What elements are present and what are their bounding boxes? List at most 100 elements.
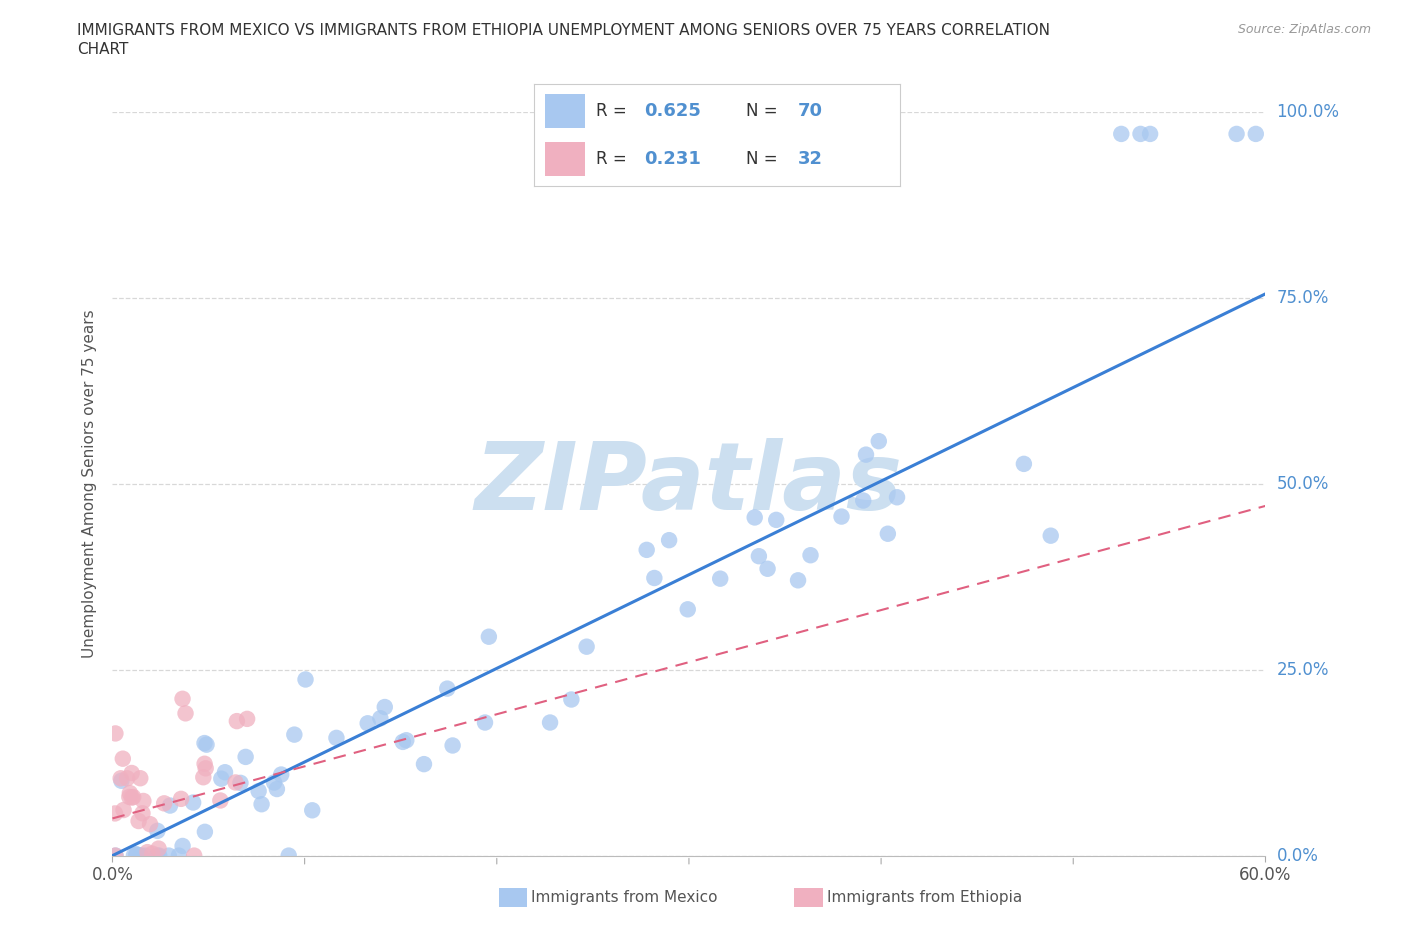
Point xyxy=(104,726,127,741)
Point xyxy=(247,784,270,799)
Point xyxy=(167,848,190,863)
Point xyxy=(709,571,731,586)
Point xyxy=(121,765,143,780)
Point xyxy=(478,630,501,644)
Point xyxy=(104,848,127,863)
Text: ZIPatlas: ZIPatlas xyxy=(475,438,903,529)
Text: 25.0%: 25.0% xyxy=(1277,660,1329,679)
Point xyxy=(1226,126,1249,141)
Point xyxy=(118,786,141,801)
Point xyxy=(263,775,285,790)
Point xyxy=(146,823,169,838)
Point xyxy=(229,776,252,790)
Point xyxy=(756,562,779,577)
Point xyxy=(1111,126,1133,141)
Point xyxy=(855,447,877,462)
Point xyxy=(193,770,215,785)
Point xyxy=(374,699,396,714)
Point xyxy=(195,737,218,752)
Point xyxy=(121,790,143,805)
Point xyxy=(283,727,305,742)
Point xyxy=(799,548,821,563)
Point xyxy=(225,775,247,790)
Point xyxy=(1139,126,1161,141)
Text: 0.625: 0.625 xyxy=(644,101,700,120)
Point xyxy=(391,735,413,750)
Point xyxy=(115,771,138,786)
Point xyxy=(148,848,170,863)
Point xyxy=(636,542,658,557)
Point xyxy=(174,706,197,721)
Point xyxy=(658,533,681,548)
Point xyxy=(831,509,853,524)
Point xyxy=(214,764,236,779)
Point xyxy=(436,681,458,696)
Point xyxy=(209,793,232,808)
Text: 0.0%: 0.0% xyxy=(1277,846,1319,865)
Point xyxy=(118,790,141,804)
Point xyxy=(129,848,152,863)
Point xyxy=(125,847,148,862)
Point xyxy=(131,806,153,821)
Point xyxy=(1244,126,1267,141)
Text: N =: N = xyxy=(747,101,783,120)
Point xyxy=(395,733,418,748)
Point xyxy=(104,806,127,821)
Text: R =: R = xyxy=(596,101,633,120)
Point xyxy=(441,738,464,753)
Text: Immigrants from Mexico: Immigrants from Mexico xyxy=(531,890,718,905)
Point xyxy=(560,692,582,707)
Text: IMMIGRANTS FROM MEXICO VS IMMIGRANTS FROM ETHIOPIA UNEMPLOYMENT AMONG SENIORS OV: IMMIGRANTS FROM MEXICO VS IMMIGRANTS FRO… xyxy=(77,23,1050,38)
FancyBboxPatch shape xyxy=(546,142,585,176)
FancyBboxPatch shape xyxy=(546,94,585,127)
Point xyxy=(141,846,163,861)
Text: Immigrants from Ethiopia: Immigrants from Ethiopia xyxy=(827,890,1022,905)
Point xyxy=(209,771,232,786)
Point xyxy=(886,490,908,505)
Point xyxy=(250,797,273,812)
Point xyxy=(132,793,155,808)
Point xyxy=(277,848,299,863)
Point xyxy=(129,848,152,863)
Point xyxy=(194,824,217,839)
Point xyxy=(194,761,217,776)
Point xyxy=(159,798,181,813)
Text: 100.0%: 100.0% xyxy=(1277,102,1340,121)
Text: CHART: CHART xyxy=(77,42,129,57)
Point xyxy=(266,781,288,796)
Point xyxy=(112,803,135,817)
Point xyxy=(110,771,132,786)
Point xyxy=(413,757,436,772)
Point xyxy=(1039,528,1062,543)
Point xyxy=(122,848,145,863)
Point xyxy=(294,672,316,687)
Text: R =: R = xyxy=(596,150,633,168)
Point xyxy=(643,570,665,585)
Y-axis label: Unemployment Among Seniors over 75 years: Unemployment Among Seniors over 75 years xyxy=(82,310,97,658)
Point xyxy=(146,848,169,863)
Point xyxy=(868,433,890,448)
Point xyxy=(235,750,257,764)
Point xyxy=(748,549,770,564)
Point xyxy=(148,841,170,856)
Point xyxy=(139,817,162,831)
Point xyxy=(787,573,810,588)
Point xyxy=(157,848,180,863)
Text: 70: 70 xyxy=(797,101,823,120)
Point xyxy=(575,639,598,654)
Text: Source: ZipAtlas.com: Source: ZipAtlas.com xyxy=(1237,23,1371,36)
Point xyxy=(357,716,380,731)
Point xyxy=(172,691,194,706)
Point xyxy=(474,715,496,730)
Point xyxy=(744,510,766,525)
Text: 75.0%: 75.0% xyxy=(1277,288,1329,307)
Point xyxy=(104,848,127,863)
Point xyxy=(1129,126,1152,141)
Point xyxy=(110,774,132,789)
Point xyxy=(538,715,561,730)
Point xyxy=(876,526,898,541)
Point xyxy=(172,839,194,854)
Point xyxy=(194,756,217,771)
Point xyxy=(301,803,323,817)
Point xyxy=(236,711,259,726)
